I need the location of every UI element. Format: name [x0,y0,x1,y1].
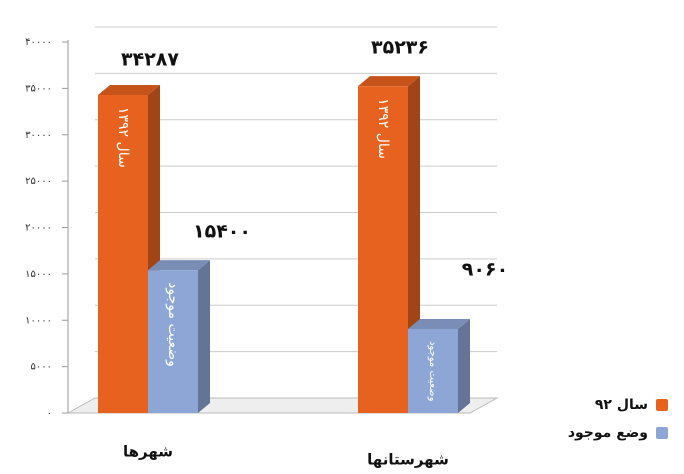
legend-label: وضع موجود [568,425,648,441]
y-tick-label: ۲۰۰۰۰ [25,223,52,234]
bar-side [458,318,470,413]
bar [98,94,148,414]
bar-top [408,318,470,329]
legend-swatch [656,399,668,411]
bar-top [98,84,160,95]
value-label: ۱۵۴۰۰ [193,221,251,243]
x-tick-label: شهرستانها [367,451,449,469]
value-label: ۳۵۲۳۶ [371,37,429,59]
bar-text: وضعیت موجود [427,341,438,402]
value-label: ۹۰۶۰ [462,259,508,281]
y-tick-label: ۱۰۰۰۰ [25,315,52,326]
y-tick-label: ۰ [47,408,52,419]
bar-top [148,260,210,271]
bar-text: وضعیت موجود [165,282,181,367]
bar-top [358,76,420,87]
y-tick-label: ۱۵۰۰۰ [25,269,52,280]
y-tick-label: ۳۵۰۰۰ [25,83,52,94]
y-tick-label: ۳۰۰۰۰ [25,130,52,141]
bar [408,328,458,413]
legend-swatch [656,427,668,439]
bar-side [198,260,210,413]
y-tick-label: ۴۰۰۰۰ [25,37,52,48]
value-label: ۳۴۲۸۷ [121,49,179,71]
bar-text: سال ۱۳۹۲ [115,107,131,168]
legend-label: سال ۹۲ [595,397,648,413]
bar [148,270,198,413]
x-tick-label: شهرها [123,443,173,461]
bar-text: سال ۱۳۹۲ [375,98,391,159]
bar [358,86,408,413]
y-tick-label: ۲۵۰۰۰ [25,176,52,187]
y-tick-label: ۵۰۰۰ [31,362,52,373]
